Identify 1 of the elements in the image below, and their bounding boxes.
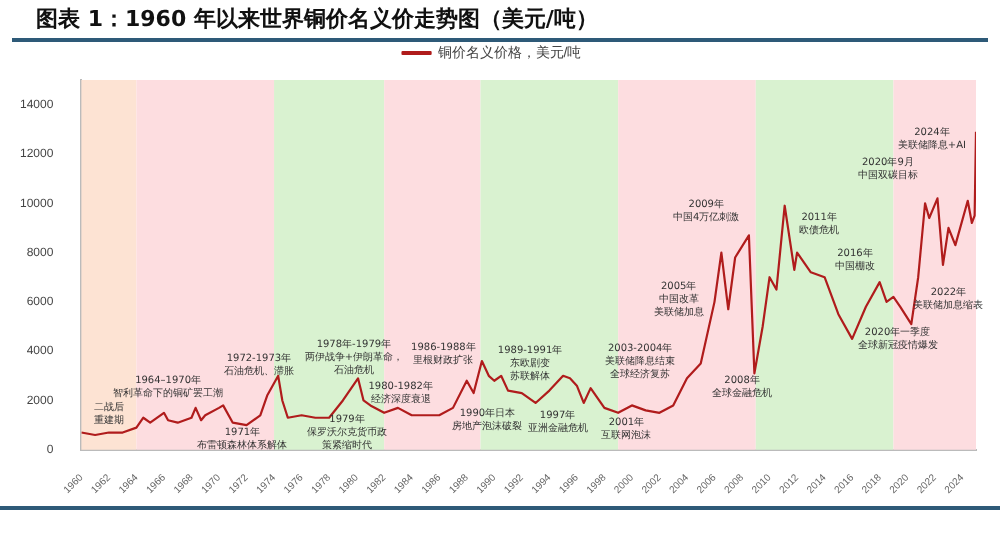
chart-title: 图表 1：1960 年以来世界铜价名义价走势图（美元/吨） xyxy=(12,0,988,42)
